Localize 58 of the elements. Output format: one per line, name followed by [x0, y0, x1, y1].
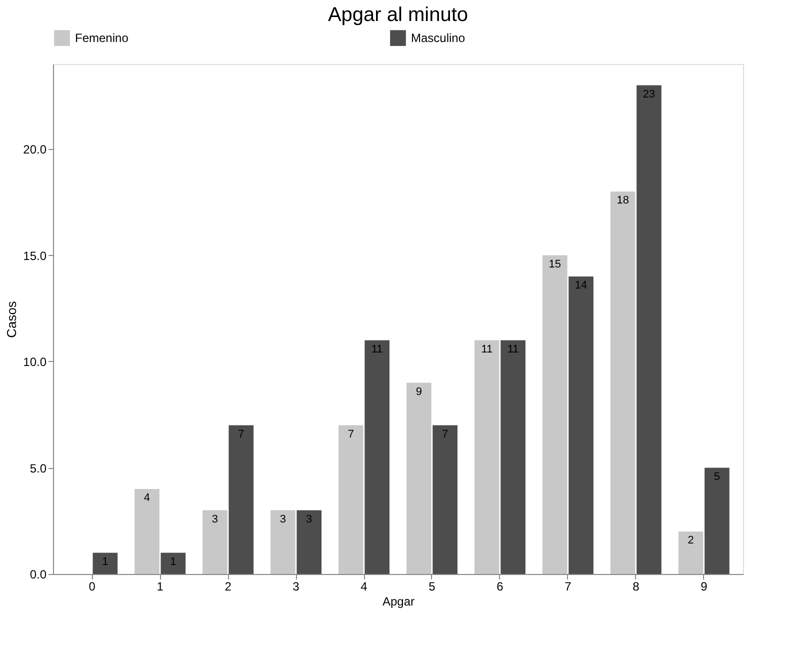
- x-tick-label: 9: [700, 580, 708, 594]
- bar: [202, 510, 228, 574]
- y-axis-title: Casos: [4, 300, 20, 338]
- bar: [636, 85, 662, 574]
- legend-label: Femenino: [75, 31, 129, 46]
- x-tick-label: 7: [564, 580, 572, 594]
- data-label: 23: [642, 88, 656, 100]
- x-tick-label: 6: [496, 580, 504, 594]
- bar: [296, 510, 322, 574]
- data-label: 15: [548, 258, 562, 270]
- data-label: 3: [280, 513, 286, 526]
- data-label: 14: [574, 280, 588, 292]
- data-label: 2: [688, 534, 694, 546]
- bar: [406, 382, 432, 574]
- x-tick-label: 5: [428, 580, 436, 594]
- x-tick-label: 2: [224, 580, 232, 594]
- data-label: 9: [416, 386, 422, 398]
- x-tick-label: 4: [360, 580, 368, 594]
- data-label: 4: [144, 492, 150, 504]
- data-label: 1: [170, 556, 176, 568]
- bar: [270, 510, 296, 574]
- x-axis-title: Apgar: [382, 594, 415, 608]
- data-label: 11: [371, 343, 383, 356]
- data-label: 1: [102, 556, 108, 568]
- x-tick-label: 3: [292, 580, 300, 594]
- bar: [704, 468, 730, 574]
- bar: [92, 552, 118, 574]
- x-tick-label: 0: [88, 580, 96, 594]
- y-tick-label: 5.0: [30, 461, 47, 476]
- data-label: 3: [306, 513, 312, 526]
- data-label: 18: [616, 194, 629, 206]
- y-tick-label: 20.0: [23, 142, 47, 156]
- chart-title: Apgar al minuto: [328, 4, 468, 26]
- bar: [678, 532, 704, 574]
- bar: [228, 425, 254, 574]
- data-label: 11: [507, 343, 519, 356]
- bar: [542, 255, 568, 574]
- data-label: 11: [481, 343, 493, 356]
- bar: [568, 276, 594, 574]
- bar: [432, 425, 458, 574]
- data-label: 7: [348, 428, 354, 440]
- y-tick-label: 15.0: [23, 248, 47, 263]
- data-label: 3: [212, 513, 218, 526]
- data-label: 7: [442, 428, 448, 440]
- bar: [474, 340, 500, 574]
- data-label: 7: [238, 428, 244, 440]
- bar: [134, 489, 160, 574]
- bar: [610, 192, 636, 574]
- bar: [500, 340, 526, 574]
- data-label: 5: [714, 470, 720, 483]
- bar: [160, 552, 186, 574]
- y-tick-label: 0.0: [30, 568, 47, 582]
- bar: [364, 340, 390, 574]
- legend-label: Masculino: [411, 31, 466, 46]
- x-tick-label: 8: [632, 580, 640, 594]
- bar: [338, 425, 364, 574]
- y-tick-label: 10.0: [23, 355, 47, 369]
- x-tick-label: 1: [156, 580, 164, 594]
